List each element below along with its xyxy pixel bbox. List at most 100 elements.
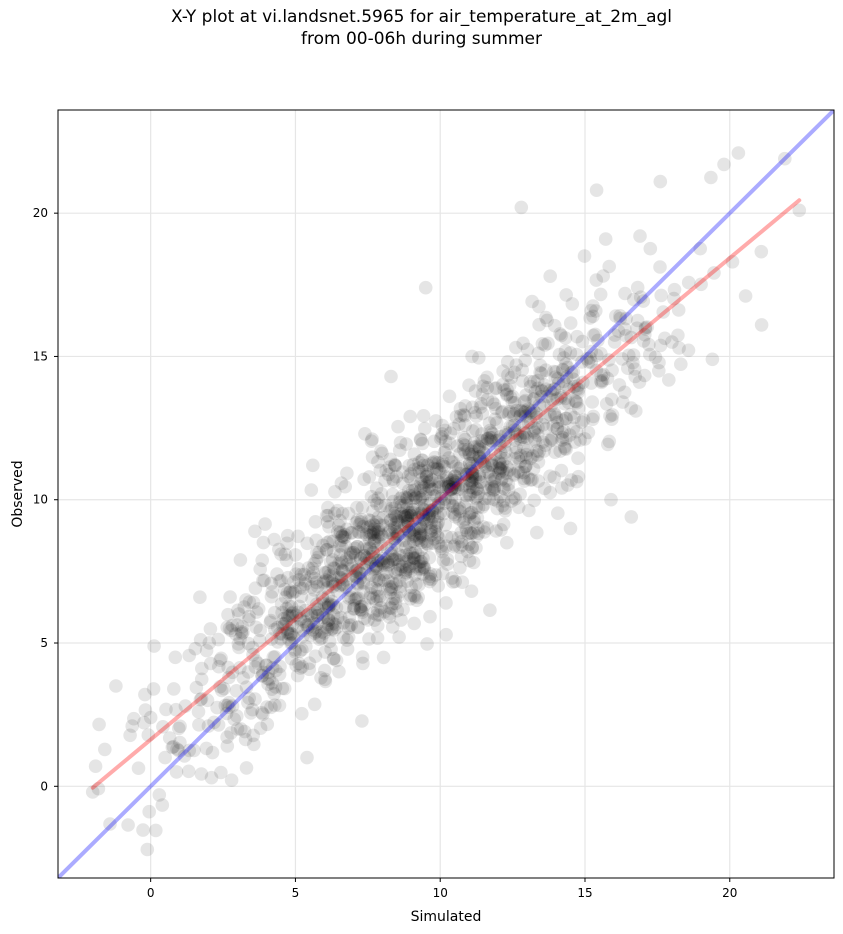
data-point: [227, 712, 241, 726]
data-point: [420, 458, 435, 472]
data-point: [448, 469, 462, 483]
data-point: [498, 451, 512, 466]
data-point: [315, 590, 330, 604]
data-point: [509, 358, 524, 372]
data-point: [400, 501, 414, 516]
data-point: [497, 482, 512, 496]
data-point: [523, 379, 538, 394]
data-point: [307, 697, 322, 712]
data-point: [638, 320, 653, 335]
data-point: [493, 457, 507, 471]
data-point: [671, 303, 686, 317]
data-point: [388, 458, 402, 473]
data-point: [406, 551, 421, 566]
data-point: [449, 473, 464, 488]
data-point: [458, 438, 472, 453]
y-tick-label: 15: [33, 349, 48, 363]
data-point: [468, 468, 483, 483]
data-point: [340, 522, 354, 537]
data-point: [421, 537, 435, 552]
data-point: [459, 468, 474, 482]
data-point: [203, 622, 218, 636]
data-point: [486, 473, 500, 487]
data-point: [593, 287, 608, 302]
data-point: [200, 693, 215, 708]
data-point: [231, 637, 246, 651]
data-point: [399, 437, 414, 451]
data-point: [567, 379, 581, 394]
data-point: [388, 500, 402, 515]
data-point: [437, 445, 452, 460]
data-point: [413, 484, 428, 498]
data-point: [516, 336, 530, 351]
data-point: [322, 599, 336, 614]
data-point: [407, 616, 422, 631]
data-point: [503, 390, 518, 405]
data-point: [515, 374, 530, 388]
data-point: [348, 541, 362, 556]
data-point: [414, 527, 429, 541]
data-point: [362, 632, 376, 646]
data-point: [465, 480, 480, 495]
data-point: [554, 328, 569, 343]
data-point: [362, 470, 377, 484]
data-point: [413, 432, 428, 447]
data-point: [373, 499, 388, 513]
data-point: [267, 605, 282, 620]
data-point: [540, 389, 555, 404]
data-point: [346, 602, 361, 616]
data-point: [344, 545, 358, 560]
data-point: [370, 561, 384, 575]
data-point: [481, 432, 495, 446]
data-point: [547, 318, 562, 333]
data-point: [450, 439, 465, 453]
data-point: [350, 539, 365, 554]
data-point: [332, 539, 347, 553]
data-point: [435, 427, 450, 441]
data-point: [473, 455, 488, 469]
data-point: [489, 416, 504, 430]
data-point: [577, 249, 592, 263]
data-point: [628, 369, 642, 384]
data-point: [508, 492, 523, 506]
data-point: [309, 624, 323, 639]
data-point: [350, 500, 364, 515]
data-point: [559, 442, 573, 456]
data-point: [513, 403, 528, 418]
data-point: [263, 615, 278, 630]
data-point: [451, 531, 466, 545]
data-point: [615, 352, 629, 366]
data-point: [403, 546, 417, 560]
data-point: [440, 471, 455, 485]
data-point: [354, 552, 368, 566]
data-point: [396, 548, 411, 563]
data-point: [278, 590, 293, 604]
data-point: [465, 540, 480, 555]
data-point: [514, 408, 528, 422]
data-point: [468, 471, 483, 486]
data-point: [265, 682, 279, 696]
data-point: [397, 533, 411, 548]
data-point: [520, 443, 535, 458]
data-point: [513, 432, 528, 447]
data-point: [384, 582, 398, 596]
data-point: [333, 513, 347, 528]
data-point: [555, 362, 570, 377]
data-point: [414, 520, 428, 534]
data-point: [609, 309, 623, 323]
data-point: [177, 749, 192, 763]
data-point: [461, 442, 475, 457]
data-point: [352, 565, 367, 580]
data-point: [264, 589, 279, 604]
data-point: [589, 273, 604, 287]
data-point: [426, 482, 440, 497]
data-point: [544, 432, 559, 446]
data-point: [280, 622, 295, 637]
data-point: [344, 618, 359, 632]
data-point: [402, 524, 416, 538]
data-point: [471, 442, 486, 457]
data-point: [272, 698, 287, 713]
x-tick-label: 15: [577, 886, 592, 900]
data-point: [474, 475, 488, 490]
data-point: [373, 589, 387, 604]
